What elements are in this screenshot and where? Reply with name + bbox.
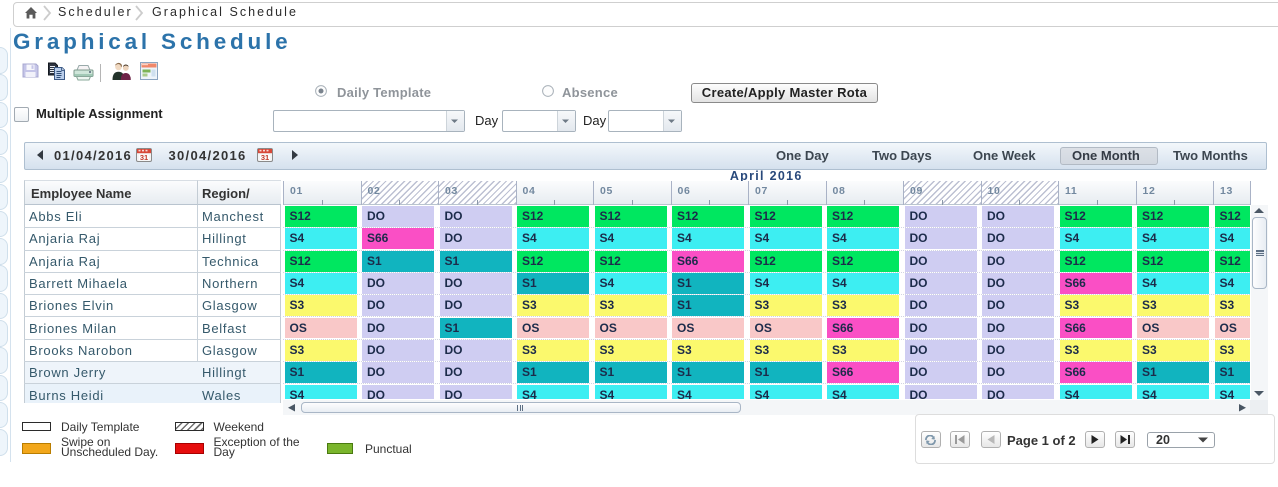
svg-text:31: 31 xyxy=(260,153,268,162)
svg-text:31: 31 xyxy=(140,153,148,162)
